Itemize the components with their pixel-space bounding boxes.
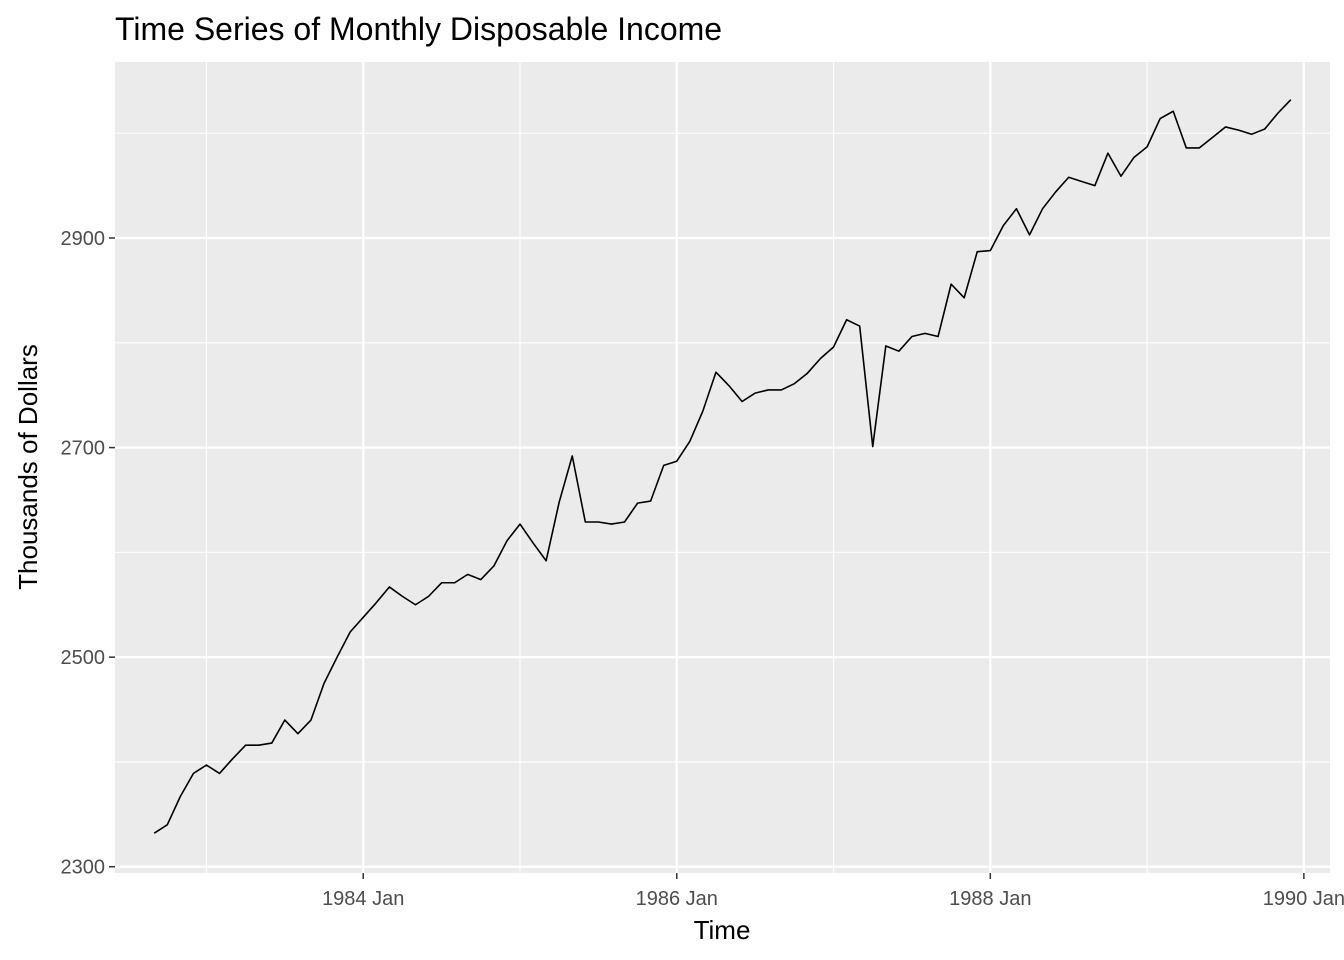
x-axis: 1984 Jan 1986 Jan 1988 Jan 1990 Jan	[322, 873, 1344, 910]
grid-minor-y	[115, 132, 1330, 763]
plot-panel	[115, 62, 1330, 873]
x-tick-label: 1986 Jan	[636, 888, 718, 910]
grid-major-x	[362, 62, 1305, 873]
x-tick-label: 1988 Jan	[949, 888, 1031, 910]
y-tick-label: 2500	[61, 647, 106, 669]
y-tick-label: 2900	[61, 228, 106, 250]
grid-major-y	[115, 236, 1330, 868]
chart-title: Time Series of Monthly Disposable Income	[115, 11, 722, 47]
x-tick-label: 1990 Jan	[1263, 888, 1344, 910]
series-line	[153, 99, 1292, 834]
y-axis-title: Thousands of Dollars	[13, 344, 43, 590]
grid-minor-x	[205, 62, 1148, 873]
y-tick-label: 2700	[61, 438, 106, 460]
x-tick-label: 1984 Jan	[322, 888, 404, 910]
y-tick-label: 2300	[61, 857, 106, 879]
y-axis: 2300 2500 2700 2900	[61, 228, 115, 879]
x-axis-title: Time	[694, 915, 751, 945]
